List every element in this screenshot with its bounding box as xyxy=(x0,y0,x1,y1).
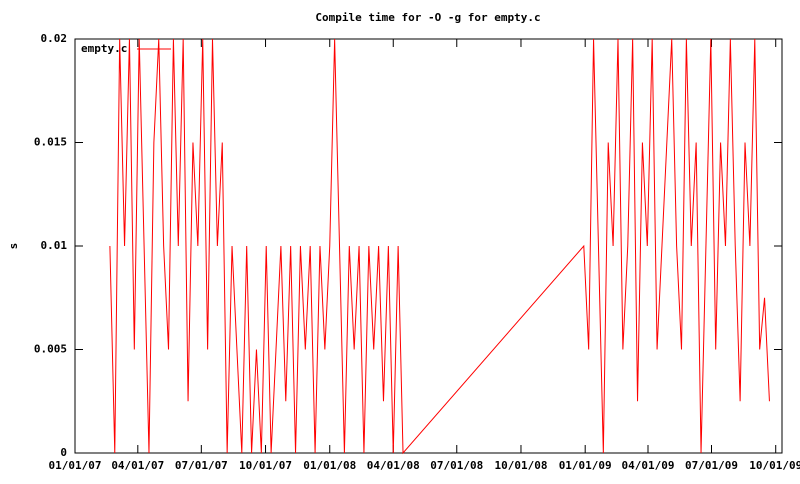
y-tick-label: 0.02 xyxy=(41,32,68,45)
plot-frame xyxy=(74,38,783,454)
x-tick-label: 10/01/09 xyxy=(749,459,800,472)
x-tick-label: 01/01/07 xyxy=(49,459,102,472)
y-tick-label: 0.01 xyxy=(41,239,68,252)
x-tick-label: 10/01/08 xyxy=(494,459,547,472)
chart-title: Compile time for -O -g for empty.c xyxy=(315,11,540,24)
y-tick-label: 0.005 xyxy=(34,343,67,356)
legend-label: empty.c xyxy=(81,42,127,55)
x-tick-label: 04/01/08 xyxy=(367,459,420,472)
x-tick-label: 10/01/07 xyxy=(239,459,292,472)
x-tick-label: 04/01/09 xyxy=(622,459,675,472)
x-tick-label: 01/01/09 xyxy=(559,459,612,472)
x-tick-label: 07/01/07 xyxy=(175,459,228,472)
y-axis-label: s xyxy=(7,243,20,250)
x-tick-label: 07/01/09 xyxy=(685,459,738,472)
x-tick-label: 01/01/08 xyxy=(303,459,356,472)
x-tick-label: 04/01/07 xyxy=(111,459,164,472)
x-tick-label: 07/01/08 xyxy=(430,459,483,472)
y-tick-label: 0.015 xyxy=(34,136,67,149)
data-line xyxy=(109,38,770,455)
y-tick-label: 0 xyxy=(60,446,67,459)
